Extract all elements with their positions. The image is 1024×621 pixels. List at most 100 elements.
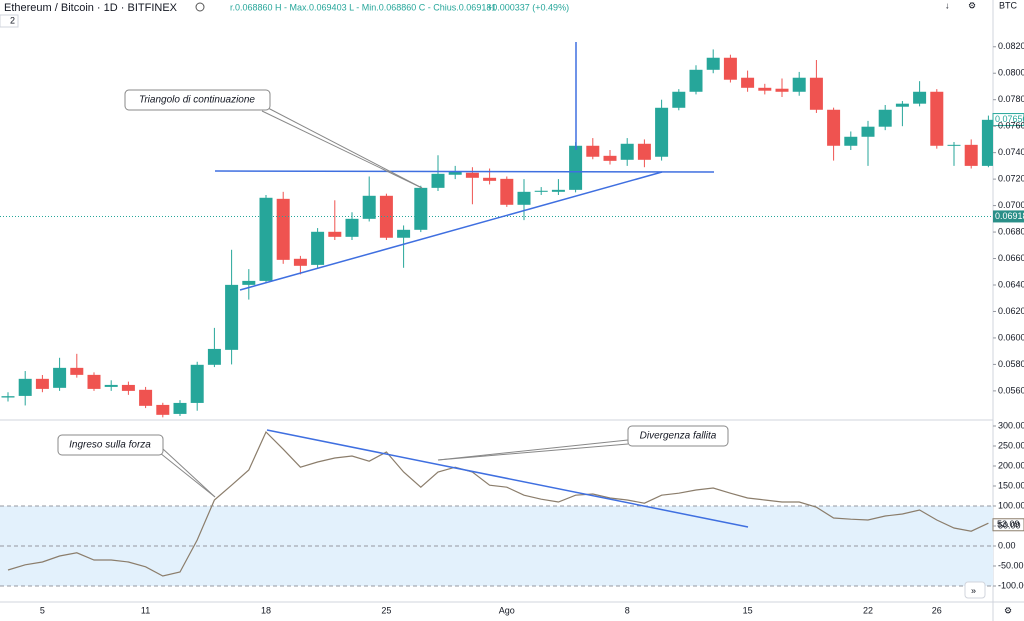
triangle-bottom [239,171,663,291]
candle-body [603,155,617,161]
candle-body [534,190,548,192]
candle-body [1,396,15,398]
triangle-top [214,170,715,173]
candle-body [345,218,359,237]
date-label: 5 [40,605,45,615]
candle-body [655,107,669,157]
last-price-badge [993,210,1024,223]
y-tick-label: 150.00 [998,480,1024,490]
candle-body [190,364,204,403]
date-label: 25 [381,605,391,615]
candle-body [173,402,187,414]
candle-body [207,348,221,365]
candle-body [741,77,755,88]
cci-badge-label: 53.09 [997,519,1020,529]
settings-icon[interactable]: ⚙ [968,0,976,10]
candle-body [414,187,428,230]
candle-body [53,367,67,388]
down-icon[interactable]: ↓ [945,0,950,10]
ohlc-values: r.0.068860 H - Max.0.069403 L - Min.0.06… [230,2,496,12]
candle-body [861,126,875,137]
callout-box [124,89,271,111]
candle-body [104,384,118,387]
candle-body [878,109,892,127]
eye-icon[interactable] [195,2,205,12]
last-price-label: 0.06918 [995,211,1024,221]
plot-area [0,42,993,587]
y-tick-label: 50.00 [998,520,1021,530]
candle-body [706,57,720,70]
candle-body [792,77,806,92]
callout-leader [162,448,216,498]
y-tick-label: 100.00 [998,500,1024,510]
candle-body [448,171,462,175]
candle-body [551,189,565,192]
date-label: 15 [743,605,753,615]
y-tick-label: 300.00 [998,420,1024,430]
candle-body [895,103,909,107]
candle-body [87,374,101,389]
candle-body [121,384,135,391]
candle-body [758,87,772,91]
divergence-line [266,429,749,528]
candle-body [930,91,944,146]
date-label: Ago [499,605,515,615]
candle-body [620,143,634,160]
y-tick-label: -100.00 [998,580,1024,590]
date-label: 8 [625,605,630,615]
candle-body [827,109,841,146]
symbol-title[interactable]: Ethereum / Bitcoin · 1D · BITFINEX [4,2,178,14]
callout-leader [261,110,423,189]
candle-body [397,229,411,238]
candle-body [35,378,49,389]
candle-body [500,178,514,205]
candle-body [156,404,170,415]
scroll-icon[interactable]: » [971,585,976,595]
cci-line [7,430,989,577]
pane-badge-box[interactable] [0,14,19,28]
cci-badge [992,518,1024,532]
callout-box [57,434,164,456]
candle-body [569,145,583,190]
callout-text: Divergenza fallita [640,431,717,442]
date-label: 26 [932,605,942,615]
candle-body [981,119,993,166]
candle-body [809,77,823,110]
candle-body [293,258,307,266]
candle-body [379,195,393,238]
y-tick-label: 0.00 [998,540,1016,550]
candle-body [689,69,703,92]
y-tick-label: 0.08200 [998,41,1024,51]
candle-body [18,378,32,396]
candle-body [775,88,789,92]
axis-settings[interactable]: ⚙ [1004,605,1012,615]
candle-body [225,284,239,350]
candle-body [242,280,256,285]
candle-body [517,191,531,205]
date-label: 22 [863,605,873,615]
callout-leader [437,443,629,461]
date-label: 18 [261,605,271,615]
scroll-button[interactable] [964,581,986,599]
candle-body [586,145,600,157]
callout-leader [159,452,216,498]
candle-body [139,389,153,406]
pane-badge[interactable]: 2 [10,15,15,25]
candle-body [723,57,737,80]
candle-body [483,177,497,181]
callout-box [627,425,729,447]
callout-leader [267,107,423,189]
y-tick-label: 250.00 [998,440,1024,450]
candle-body [465,172,479,178]
